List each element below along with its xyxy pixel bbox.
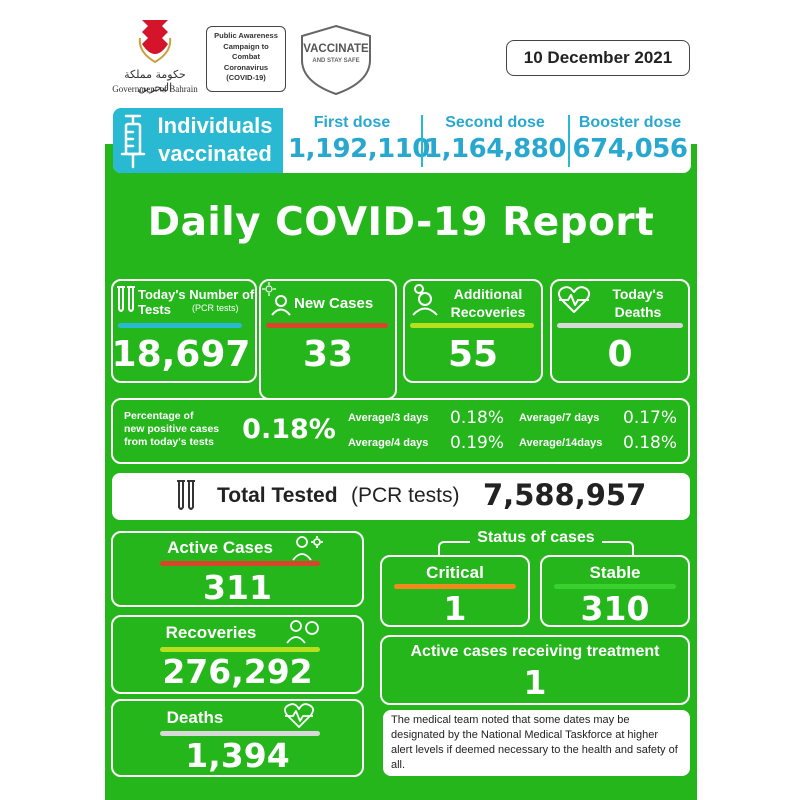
- active-cases-card: [111, 531, 364, 607]
- stable-value: 310: [580, 589, 650, 628]
- total-recoveries-card: [111, 615, 364, 694]
- new-cases-value: 33: [302, 334, 354, 375]
- second-dose-label: Second dose: [445, 114, 545, 131]
- deaths-label-2: Deaths: [614, 304, 662, 320]
- avg7-value: 0.17%: [623, 408, 678, 428]
- person-icon: [270, 294, 292, 316]
- new-cases-label: New Cases: [294, 295, 374, 312]
- avg14-value: 0.18%: [623, 433, 678, 453]
- tests-card: [111, 279, 257, 383]
- critical-value: 1: [443, 589, 467, 628]
- new-cases-bar: [266, 323, 388, 328]
- critical-label: Critical: [426, 563, 484, 582]
- percentages-card: [111, 398, 690, 464]
- recoveries-value: 55: [447, 334, 499, 375]
- second-dose-value: 1,164,880: [424, 134, 566, 164]
- person-heart-icon: [409, 284, 441, 316]
- total-tested-label: Total Tested: [217, 484, 338, 507]
- heartbeat-icon: [557, 286, 591, 314]
- avg4-label: Average/4 days: [348, 437, 429, 449]
- active-cases-bar: [160, 561, 320, 566]
- deaths-value: 0: [607, 334, 633, 375]
- vaccinated-title-1: Individuals: [157, 113, 273, 138]
- critical-bar: [394, 584, 516, 589]
- percentage-value: 0.18%: [242, 414, 336, 445]
- total-tested-card: [112, 473, 690, 520]
- tests-value: 18,697: [111, 334, 251, 375]
- avg14-label: Average/14days: [519, 437, 603, 449]
- recoveries-label-1: Additional: [453, 286, 523, 302]
- bahrain-emblem-icon: [138, 18, 172, 64]
- campaign-text: Public Awareness Campaign to Combat Coro…: [214, 31, 278, 82]
- percentage-label-3: from today's tests: [124, 436, 215, 448]
- deaths-card: [550, 279, 690, 383]
- total-deaths-bar: [160, 731, 320, 736]
- critical-card: [380, 555, 530, 627]
- first-dose-value: 1,192,110: [288, 134, 430, 164]
- total-tested-value: 7,588,957: [483, 478, 647, 512]
- active-cases-label: Active Cases: [167, 538, 273, 557]
- syringe-icon: [118, 112, 148, 170]
- deaths-bar: [557, 323, 683, 328]
- status-title: Status of cases: [470, 529, 602, 547]
- medical-note-text: The medical team noted that some dates m…: [391, 714, 678, 771]
- total-recoveries-bar: [160, 647, 320, 652]
- total-deaths-value: 1,394: [185, 736, 290, 775]
- vaccinate-title: VACCINATE: [303, 43, 369, 55]
- total-tested-sublabel: (PCR tests): [351, 484, 460, 507]
- avg3-value: 0.18%: [450, 408, 505, 428]
- tests-label: Today's Number of Tests: [138, 287, 255, 317]
- avg4-value: 0.19%: [450, 433, 505, 453]
- avg7-label: Average/7 days: [519, 412, 600, 424]
- vaccinated-badge: [113, 108, 283, 173]
- booster-dose-label: Booster dose: [578, 114, 682, 131]
- total-recoveries-label: Recoveries: [165, 623, 257, 642]
- first-dose-label: First dose: [313, 114, 391, 131]
- recoveries-card: [403, 279, 543, 383]
- vaccinate-subtitle: AND STAY SAFE: [312, 58, 360, 64]
- total-deaths-card: [111, 699, 364, 777]
- virus-icon: [262, 282, 276, 296]
- treatment-label: Active cases receiving treatment: [410, 643, 660, 660]
- vaccinate-shield-icon: [298, 24, 374, 96]
- report-background: [105, 144, 697, 800]
- tests-sub-label: (PCR tests): [192, 303, 239, 313]
- avg3-label: Average/3 days: [348, 412, 429, 424]
- test-tubes-icon: [116, 285, 138, 315]
- stable-bar: [554, 584, 676, 589]
- treatment-value: 1: [523, 663, 547, 702]
- tests-bar: [118, 323, 242, 328]
- medical-note: The medical team noted that some dates m…: [383, 710, 690, 776]
- percentage-label-1: Percentage of: [124, 410, 194, 422]
- stable-label: Stable: [589, 563, 641, 582]
- test-tubes-icon: [176, 479, 198, 513]
- header: حكومة مملكة البحرين Government of Bahrai…: [0, 0, 800, 105]
- person-virus-icon: [292, 535, 324, 561]
- person-heart-icon: [286, 620, 322, 644]
- report-title: Daily COVID-19 Report: [147, 200, 655, 245]
- total-recoveries-value: 276,292: [162, 652, 313, 691]
- divider: [568, 115, 570, 167]
- report-date: 10 December 2021: [506, 40, 690, 76]
- booster-dose-value: 674,056: [572, 134, 688, 164]
- gov-arabic-text: حكومة مملكة البحرين: [124, 68, 186, 94]
- deaths-label-1: Today's: [612, 286, 664, 302]
- vaccinated-title-2: vaccinated: [158, 141, 272, 166]
- campaign-box: Public Awareness Campaign to Combat Coro…: [206, 26, 286, 92]
- divider: [421, 115, 423, 167]
- heartbeat-icon: [283, 703, 315, 729]
- percentage-label-2: new positive cases: [124, 423, 220, 435]
- recoveries-bar: [410, 323, 534, 328]
- treatment-card: [380, 635, 690, 705]
- total-deaths-label: Deaths: [166, 708, 224, 727]
- stable-card: [540, 555, 690, 627]
- gov-english-text: Government of Bahrain: [112, 84, 198, 94]
- recoveries-label-2: Recoveries: [450, 304, 526, 320]
- active-cases-value: 311: [203, 568, 272, 607]
